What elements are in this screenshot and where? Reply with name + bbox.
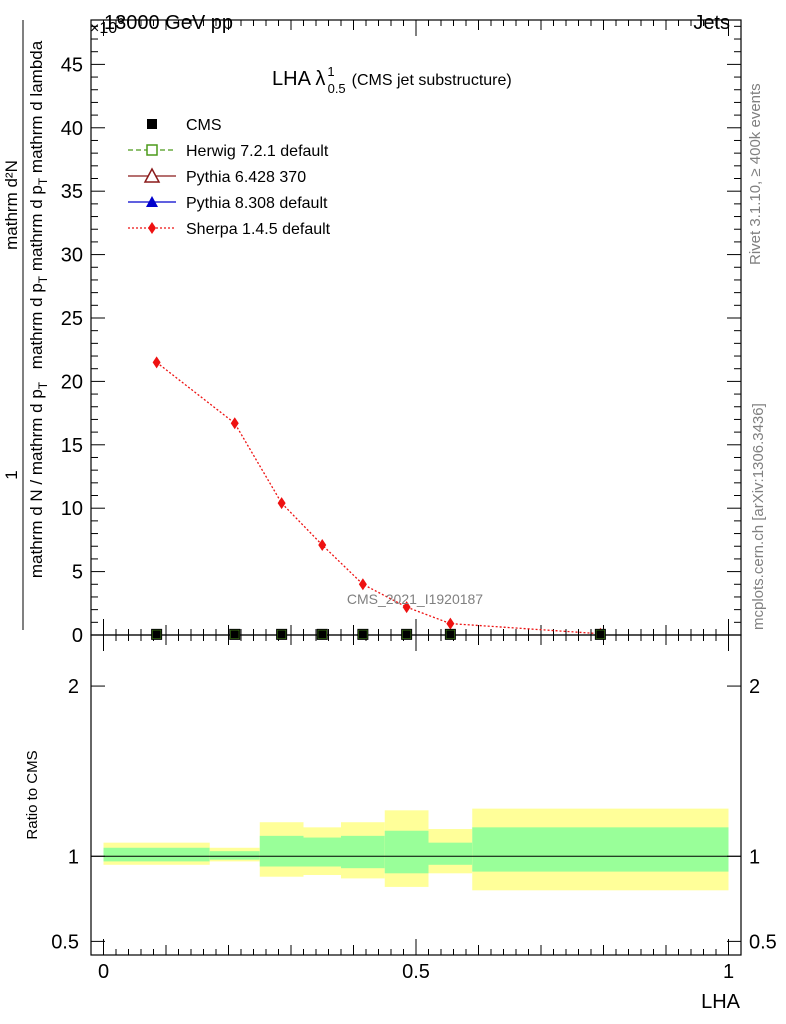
band-inner-6 [428, 842, 473, 865]
band-inner-2 [259, 835, 304, 867]
x-axis-label: LHA [701, 991, 741, 1013]
ratio-panel-frame [90, 634, 742, 956]
legend-entry-1: Herwig 7.2.1 default [128, 143, 329, 160]
cms-point-4 [358, 630, 367, 639]
plot-title-suffix: (CMS jet substructure) [352, 72, 512, 89]
xtick-label-0: 0 [98, 961, 109, 983]
cms-point-2 [277, 630, 286, 639]
y-label-prefix-num: 1 [2, 470, 21, 479]
main-y-axis-label: 1 mathrm d N / mathrm d pT mathrm d²N ma… [2, 20, 50, 630]
plot-title-main: LHA λ [272, 68, 325, 90]
band-inner-4 [341, 835, 385, 869]
ratio-bands [103, 808, 729, 891]
legend-entry-2: Pythia 6.428 370 [128, 167, 306, 186]
header-energy: 13000 GeV pp [104, 12, 233, 34]
main-ytick-label-4: 20 [61, 371, 83, 393]
main-ytick-label-5: 25 [61, 308, 83, 330]
main-ytick-label-7: 35 [61, 181, 83, 203]
cms-point-5 [402, 630, 411, 639]
rivet-version: Rivet 3.1.10, ≥ 400k events [747, 83, 764, 265]
ratio-ytick-label-right-2: 2 [749, 676, 760, 698]
sherpa-point-2 [277, 497, 286, 510]
ratio-ytick-label-left-2: 2 [68, 676, 79, 698]
cms-point-1 [230, 630, 239, 639]
ratio-ytick-label-right-1: 1 [749, 846, 760, 868]
legend-marker-4 [148, 222, 156, 234]
main-ytick-label-9: 45 [61, 54, 83, 76]
legend-label-2: Pythia 6.428 370 [186, 169, 306, 186]
legend-marker-3 [146, 196, 158, 207]
legend-marker-2 [143, 167, 161, 183]
sherpa-point-0 [152, 356, 161, 369]
sherpa-point-4 [358, 578, 367, 591]
legend-label-1: Herwig 7.2.1 default [186, 143, 329, 160]
plot-title: LHA λ 1 0.5 (CMS jet substructure) [272, 64, 512, 96]
y-label-denominator: mathrm d pT mathrm d pT mathrm d lambda [27, 40, 50, 369]
band-inner-1 [209, 851, 260, 860]
exponent-power: 6 [117, 12, 124, 27]
mcplots-reference: mcplots.cern.ch [arXiv:1306.3436] [750, 403, 767, 630]
main-ytick-label-0: 0 [72, 625, 83, 647]
main-ytick-label-1: 5 [72, 562, 83, 584]
sherpa-point-3 [318, 538, 327, 551]
legend-entry-4: Sherpa 1.4.5 default [128, 221, 331, 238]
sherpa-point-5 [402, 601, 411, 614]
plot-title-sup: 1 [327, 64, 334, 79]
legend-entry-3: Pythia 8.308 default [128, 195, 328, 212]
main-ytick-label-8: 40 [61, 118, 83, 140]
main-ytick-label-6: 30 [61, 245, 83, 267]
sherpa-point-1 [230, 417, 239, 430]
data-series [151, 356, 606, 640]
legend-label-3: Pythia 8.308 default [186, 195, 328, 212]
legend-label-0: CMS [186, 117, 222, 134]
cms-point-0 [152, 630, 161, 639]
y-label-numerator: mathrm d²N [2, 160, 21, 250]
legend-entry-0: CMS [147, 117, 222, 134]
ratio-y-axis-label: Ratio to CMS [24, 750, 41, 839]
main-panel-frame [90, 19, 742, 636]
plot-title-sub: 0.5 [328, 81, 346, 96]
main-ytick-label-2: 10 [61, 498, 83, 520]
main-ytick-label-3: 15 [61, 435, 83, 457]
ratio-ytick-label-left-0: 0.5 [51, 931, 79, 953]
legend: CMS Herwig 7.2.1 default Pythia 6.428 370 P… [128, 117, 331, 238]
band-inner-0 [103, 847, 210, 862]
header-process: Jets [693, 12, 730, 34]
ratio-ytick-label-right-0: 0.5 [749, 931, 777, 953]
legend-label-4: Sherpa 1.4.5 default [186, 221, 331, 238]
ratio-ytick-label-left-1: 1 [68, 846, 79, 868]
analysis-watermark: CMS_2021_I1920187 [347, 591, 483, 607]
band-inner-7 [472, 827, 729, 872]
y-label-prefix-den: mathrm d N / mathrm d pT [27, 381, 50, 578]
xtick-label-2: 1 [723, 961, 734, 983]
axis-ticks [91, 20, 741, 955]
cms-point-6 [446, 630, 455, 639]
sherpa-point-6 [446, 617, 455, 630]
cms-point-3 [318, 630, 327, 639]
legend-marker-1 [146, 144, 158, 156]
legend-marker-0 [147, 119, 157, 129]
band-inner-5 [384, 830, 429, 874]
exponent-label: ×106 [90, 12, 124, 37]
xtick-label-1: 0.5 [402, 961, 430, 983]
exponent-base: ×10 [90, 20, 117, 37]
cms-point-7 [596, 630, 605, 639]
band-inner-3 [303, 837, 341, 867]
